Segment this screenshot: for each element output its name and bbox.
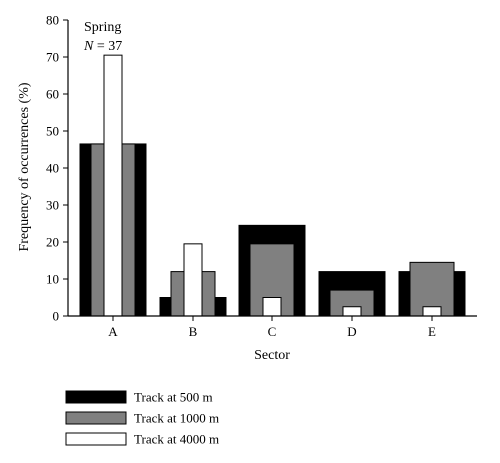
annotation-n-value: = 37	[93, 39, 122, 54]
bar-E-series-3	[422, 306, 442, 317]
legend-label: Track at 1000 m	[134, 411, 219, 426]
y-tick-label: 30	[46, 198, 59, 213]
bar-group-B	[159, 243, 227, 317]
y-tick-label: 60	[46, 87, 59, 102]
y-axis-title: Frequency of occurrences (%)	[17, 82, 32, 251]
bar-B-series-3	[183, 243, 203, 317]
y-tick-label: 70	[46, 50, 59, 65]
bar-group-C	[238, 224, 306, 317]
bar-A-series-3	[103, 54, 123, 317]
y-tick-label: 10	[46, 272, 59, 287]
x-axis-title: Sector	[254, 348, 290, 363]
legend-swatch	[65, 432, 127, 446]
legend-item-1: Track at 500 m	[65, 390, 213, 405]
x-tick-label-D: D	[347, 324, 356, 339]
legend-swatch	[65, 390, 127, 404]
annotation-n-symbol: N	[83, 39, 94, 54]
x-tick-label-C: C	[268, 324, 277, 339]
y-tick-label: 50	[46, 124, 59, 139]
x-tick-label-A: A	[108, 324, 118, 339]
y-axis: 0 10 20 30 40 50 60 70 80	[46, 13, 69, 324]
legend: Track at 500 m Track at 1000 m Track at 40…	[65, 390, 219, 447]
x-axis: A B C D E	[68, 315, 477, 339]
plot-area	[79, 54, 466, 317]
legend-label: Track at 4000 m	[134, 432, 219, 447]
bar-group-D	[318, 271, 386, 317]
x-tick-label-B: B	[189, 324, 198, 339]
annotation-season: Spring	[84, 20, 121, 35]
legend-item-3: Track at 4000 m	[65, 432, 219, 447]
y-tick-label: 80	[46, 13, 59, 28]
bar-group-A	[79, 54, 147, 317]
annotation-sample-size: N = 37	[83, 39, 122, 54]
bar-group-E	[398, 261, 466, 317]
x-tick-label-E: E	[428, 324, 436, 339]
legend-label: Track at 500 m	[134, 390, 213, 405]
bar-D-series-3	[342, 306, 362, 317]
bar-C-series-3	[262, 297, 282, 317]
legend-item-2: Track at 1000 m	[65, 411, 219, 426]
y-tick-label: 40	[46, 161, 59, 176]
y-tick-label: 20	[46, 235, 59, 250]
y-tick-label: 0	[53, 309, 60, 324]
legend-swatch	[65, 411, 127, 425]
